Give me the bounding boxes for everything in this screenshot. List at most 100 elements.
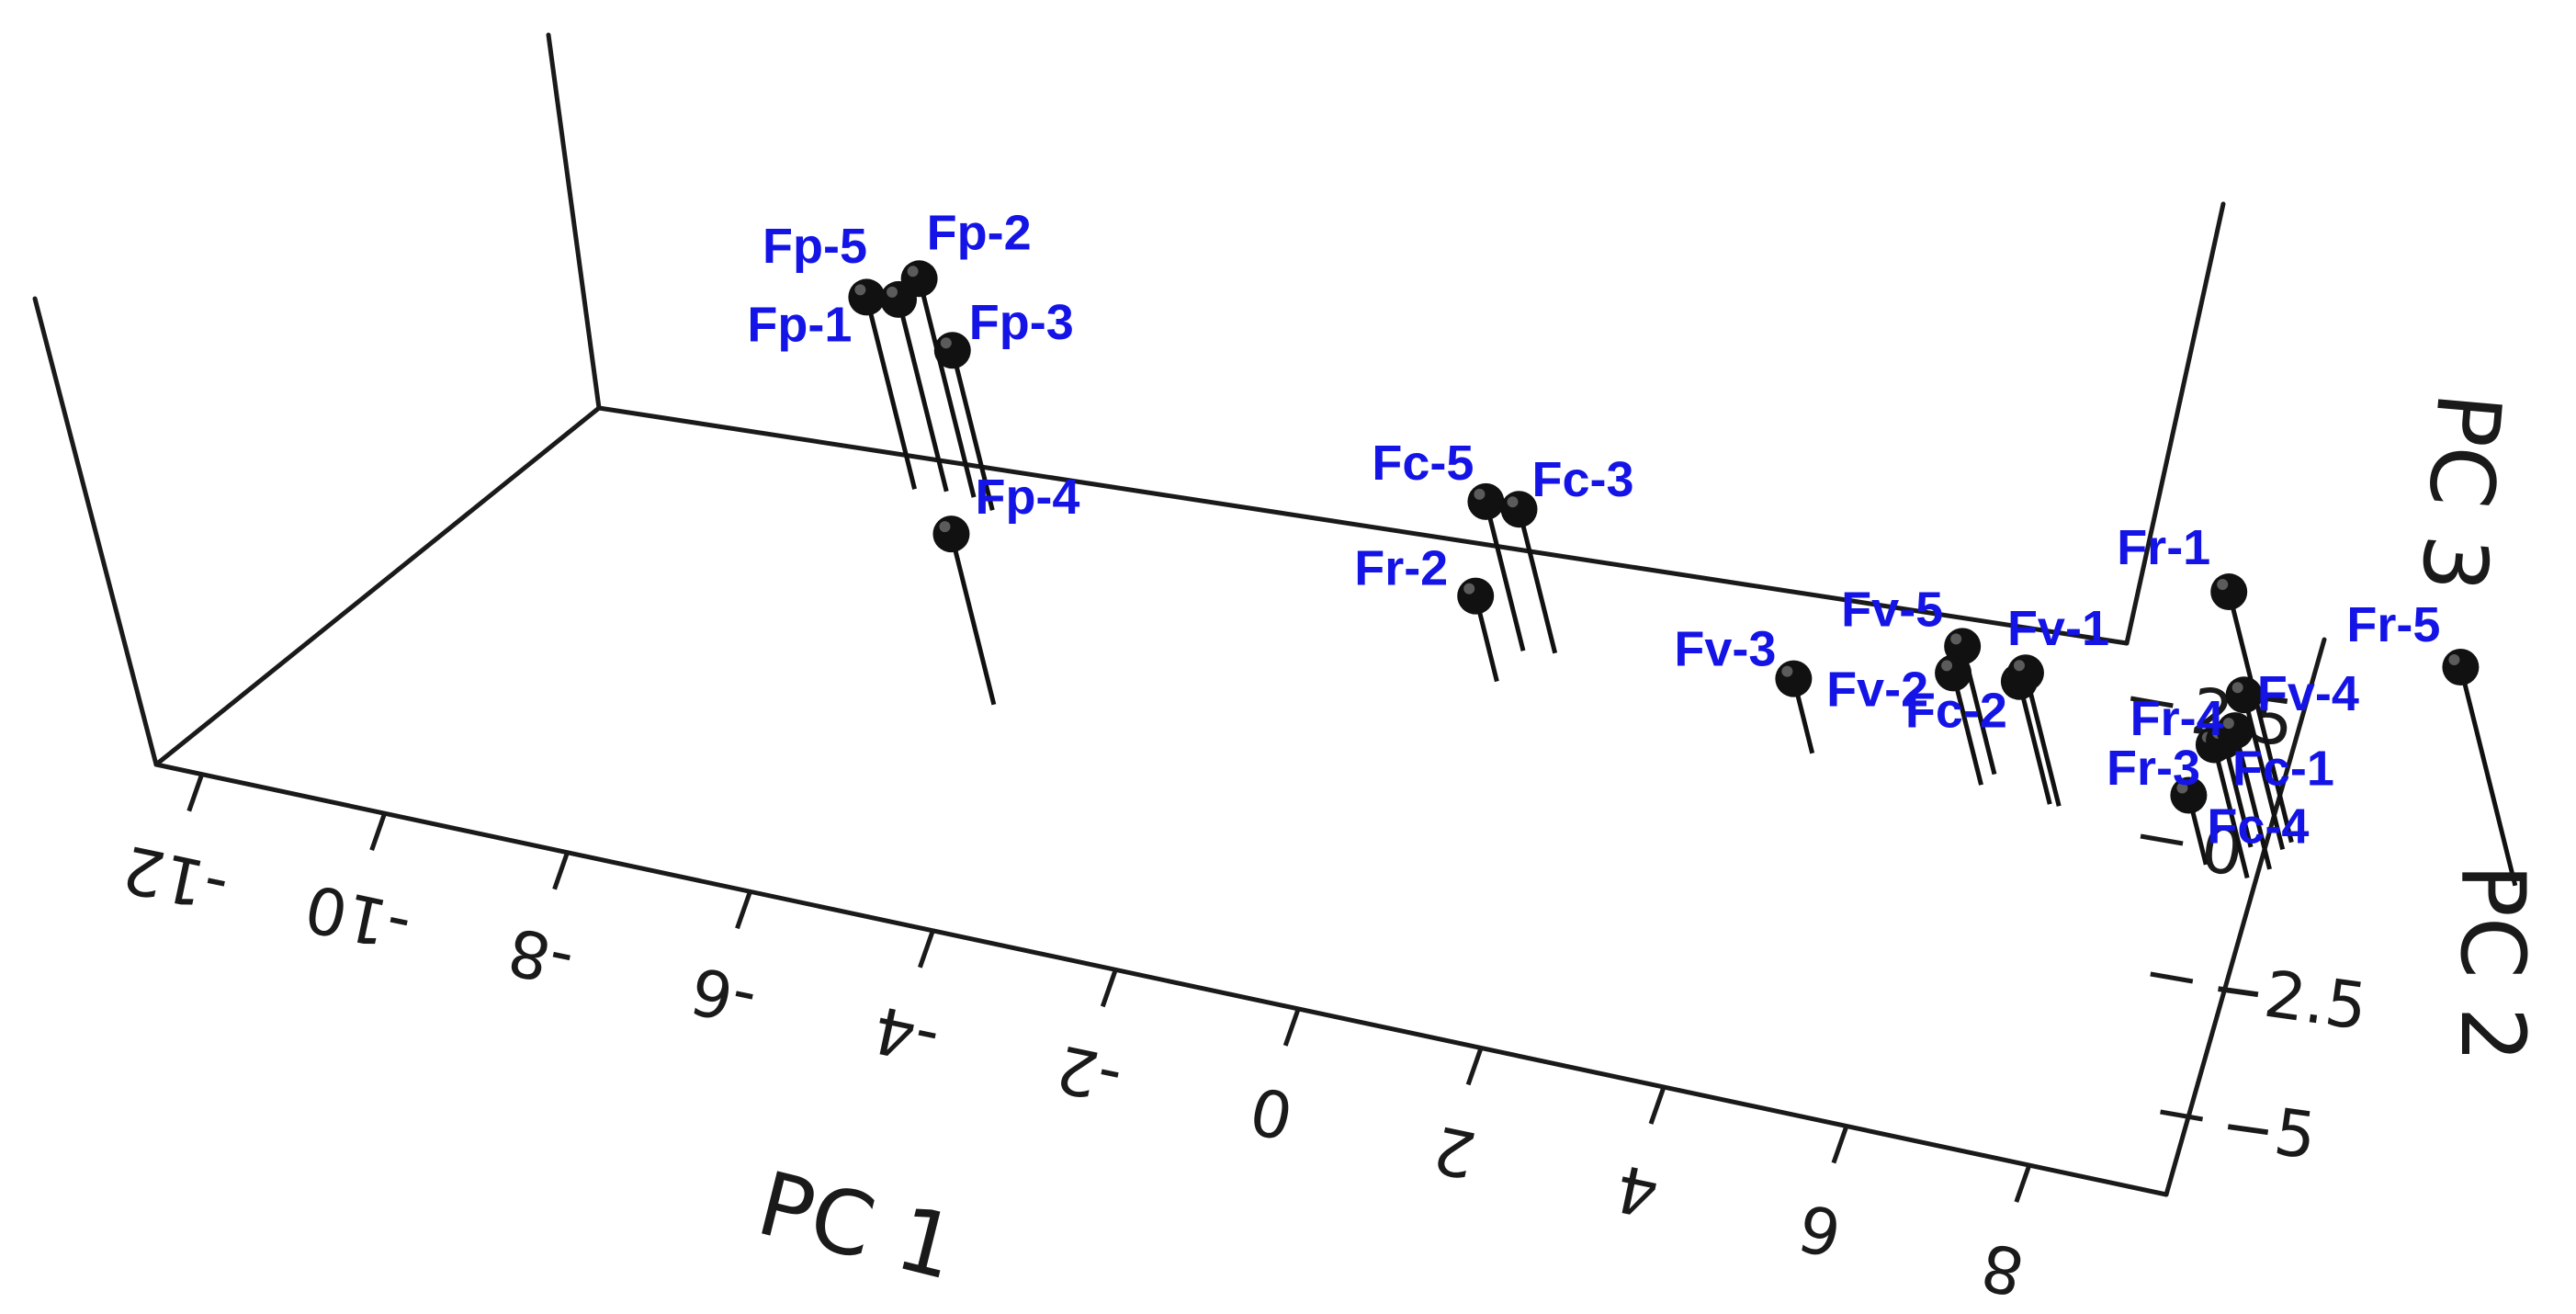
stem-fp-5	[896, 299, 949, 493]
y-tick-mark	[2150, 971, 2194, 984]
data-markers	[848, 260, 2480, 814]
point-label-fp-5: Fp-5	[763, 219, 867, 274]
point-label-fc-1: Fc-1	[2232, 741, 2334, 796]
marker-highlight-fv-1	[2013, 660, 2025, 672]
marker-highlight-fv-3	[1781, 665, 1793, 677]
point-label-fp-1: Fp-1	[747, 297, 852, 352]
x-tick-label: 2	[1427, 1111, 1483, 1193]
stem-fv-2	[1950, 672, 1983, 786]
x-tick-label: -2	[1050, 1030, 1128, 1117]
stem-fr-1	[2226, 591, 2294, 844]
marker-highlight-fc-5	[1474, 488, 1486, 500]
marker-highlight-fv-5	[1950, 633, 1962, 645]
x-tick-mark	[735, 890, 752, 930]
marker-highlight-fr-1	[2217, 579, 2229, 591]
marker-highlight-fr-4	[2231, 682, 2243, 694]
z-axis-title: PC 3	[2401, 389, 2520, 595]
stem-fp-2	[917, 278, 977, 498]
point-label-fc-3: Fc-3	[1532, 452, 1634, 507]
y-tick-label: −5	[2217, 1086, 2322, 1174]
x-tick-mark	[186, 773, 205, 812]
point-label-fr-3: Fr-3	[2107, 741, 2200, 796]
x-tick-label: 6	[1792, 1189, 1848, 1271]
point-label-fr-2: Fr-2	[1354, 541, 1448, 596]
x-tick-label: -6	[684, 952, 763, 1039]
back-right-vertical-edge	[2124, 201, 2226, 646]
x-tick-mark	[1831, 1125, 1849, 1164]
x-tick-mark	[1282, 1008, 1301, 1047]
x-tick-mark	[1648, 1086, 1666, 1125]
stem-fr-4	[2242, 694, 2286, 851]
marker-highlight-fc-3	[1507, 496, 1519, 508]
marker-fp-3	[933, 332, 971, 369]
marker-fr-2	[1457, 577, 1495, 615]
stem-fc-5	[1483, 501, 1526, 651]
data-labels: Fp-1 Fp-2 Fp-3 Fp-4 Fp-5 Fc-1 Fc-2 Fc-3 Fc-4 Fc-5…	[747, 205, 2440, 854]
point-label-fp-4: Fp-4	[975, 470, 1079, 525]
marker-highlight-fv-4	[2222, 718, 2234, 730]
point-label-fp-3: Fp-3	[969, 295, 1074, 350]
point-label-fr-4: Fr-4	[2130, 691, 2224, 746]
y-tick-label: −2.5	[2207, 948, 2372, 1045]
marker-highlight-fp-2	[907, 266, 919, 278]
x-tick-label: -4	[867, 991, 945, 1078]
y-tick-mark	[2130, 696, 2174, 708]
marker-fp-5	[880, 280, 918, 318]
point-label-fr-5: Fr-5	[2346, 597, 2440, 652]
point-label-fv-3: Fv-3	[1674, 622, 1776, 677]
stem-fv-4	[2232, 730, 2272, 870]
y-axis-title: PC 2	[2441, 864, 2544, 1063]
point-label-fv-4: Fv-4	[2257, 666, 2359, 721]
point-label-fc-4: Fc-4	[2207, 799, 2309, 855]
point-label-fv-1: Fv-1	[2007, 601, 2109, 656]
point-label-fv-2: Fv-2	[1826, 662, 1928, 717]
marker-fv-5	[1944, 628, 1982, 665]
x-tick-mark	[1100, 969, 1118, 1008]
stem-fc-3	[1517, 508, 1558, 654]
y-tick-mark	[2160, 1109, 2203, 1122]
x-tick-mark	[552, 851, 570, 890]
marker-highlight-fv-2	[1941, 660, 1953, 672]
point-label-fr-1: Fr-1	[2117, 520, 2210, 575]
marker-fv-1	[2006, 654, 2044, 692]
front-right-vertical-edge	[2164, 637, 2327, 1197]
x-tick-mark	[918, 929, 935, 969]
marker-highlight-fp-5	[887, 286, 898, 298]
floor-front-edge	[153, 762, 2169, 1197]
point-label-fp-2: Fp-2	[927, 205, 1032, 260]
x-tick-mark	[1465, 1047, 1484, 1086]
stem-fc-1	[2211, 743, 2250, 879]
x-tick-label: 0	[1244, 1071, 1300, 1153]
marker-fp-4	[932, 515, 970, 553]
stem-fc-2	[2017, 681, 2052, 805]
axis-ticks: -12-10-8-6-4-2024682.50−2.5−5	[116, 673, 2371, 1309]
marker-fr-1	[2210, 573, 2248, 611]
marker-highlight-fp-1	[854, 284, 866, 296]
marker-highlight-fr-2	[1463, 583, 1475, 595]
x-tick-mark	[369, 812, 387, 852]
marker-highlight-fp-4	[939, 521, 951, 533]
stem-fp-3	[950, 349, 995, 511]
floor-left-edge	[153, 405, 602, 767]
marker-fp-1	[848, 278, 886, 316]
x-axis-title: PC 1	[748, 1152, 966, 1300]
marker-fv-3	[1775, 660, 1813, 697]
back-left-vertical-edge	[546, 32, 602, 411]
x-tick-label: -10	[299, 869, 417, 965]
marker-highlight-fp-3	[940, 337, 952, 349]
stem-fp-4	[949, 533, 997, 706]
axes-box	[32, 32, 2327, 1197]
x-tick-label: -12	[116, 830, 234, 925]
x-tick-label: 4	[1610, 1150, 1666, 1231]
x-tick-label: 8	[1974, 1228, 2030, 1309]
marker-highlight-fc-4	[2176, 782, 2188, 794]
stem-fr-5	[2457, 666, 2518, 887]
y-tick-mark	[2140, 833, 2184, 846]
floor-back-edge	[596, 405, 2130, 646]
stem-fp-1	[864, 296, 918, 490]
marker-fr-5	[2442, 649, 2480, 686]
x-tick-label: -8	[502, 912, 580, 1000]
x-tick-mark	[2014, 1164, 2032, 1203]
left-vertical-edge	[32, 296, 159, 767]
